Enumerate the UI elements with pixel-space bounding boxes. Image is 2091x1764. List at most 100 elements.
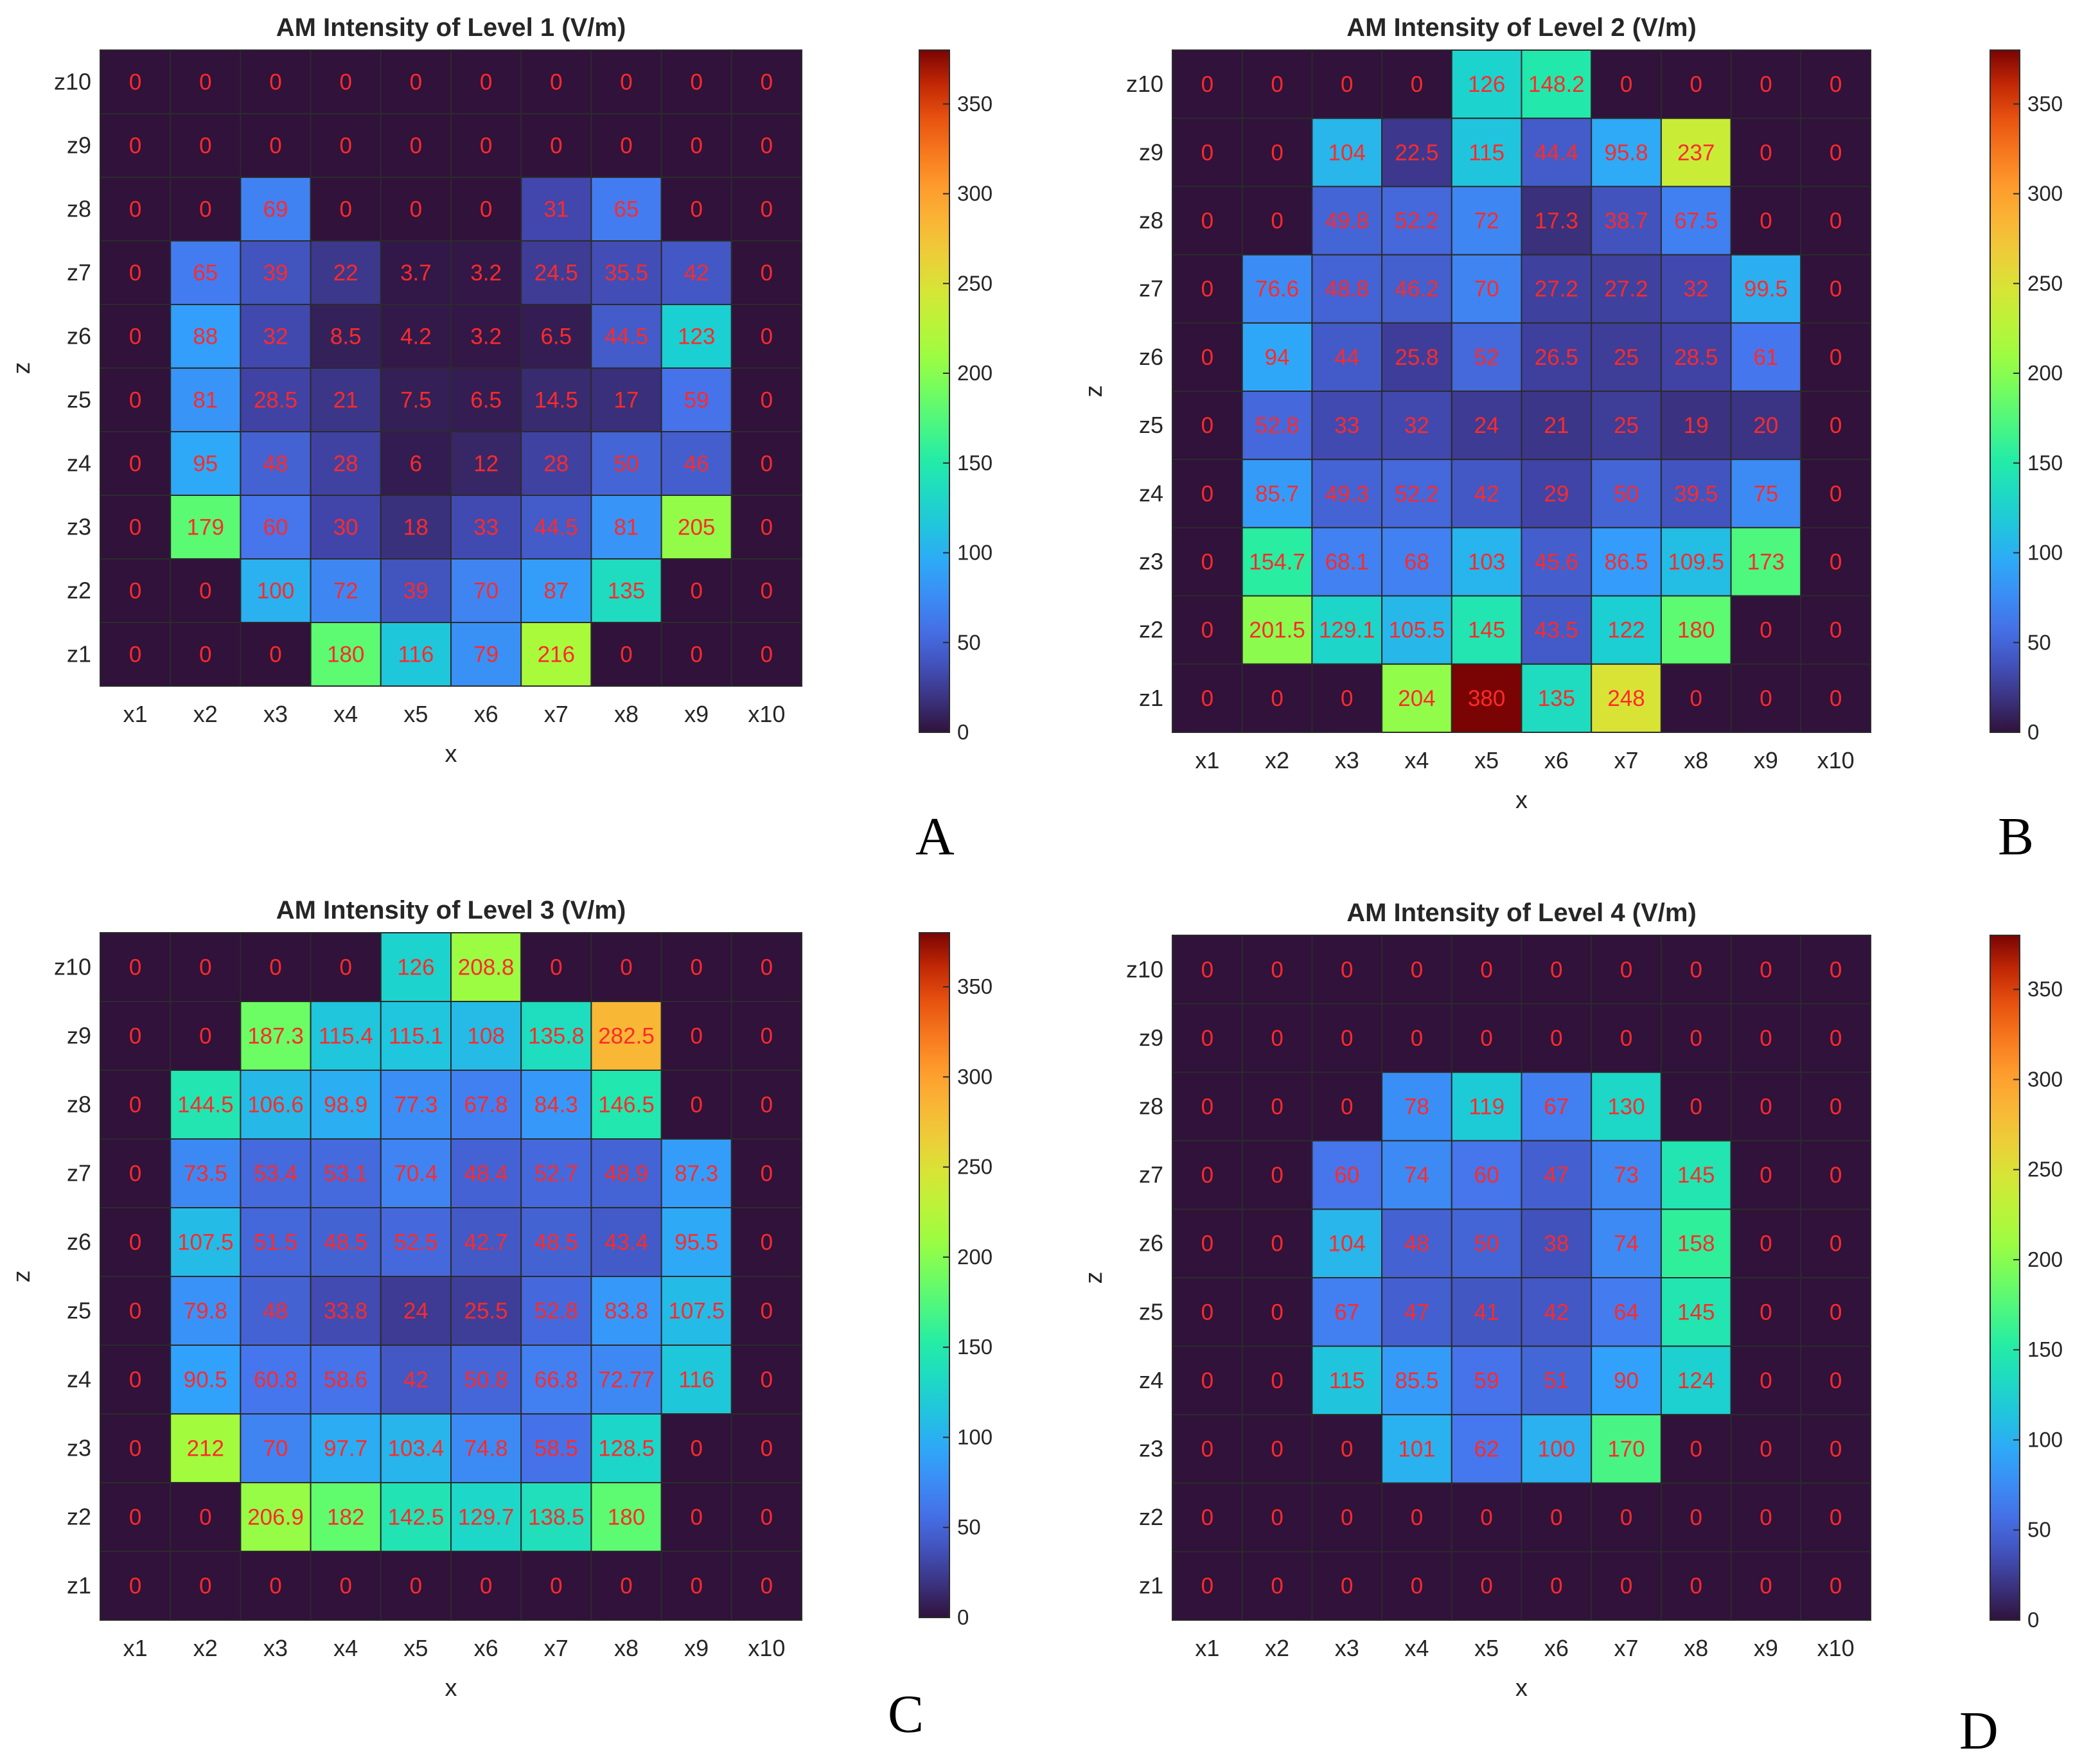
cell-value-label: 208.8 [458, 955, 515, 980]
heatmap-cell [1381, 1072, 1452, 1142]
cell-value-label: 0 [129, 1161, 141, 1186]
heatmap-cell [450, 1345, 522, 1415]
heatmap-cell [520, 304, 592, 369]
cell-value-label: 3.2 [470, 261, 502, 286]
heatmap-cell [1591, 1345, 1662, 1416]
heatmap-cell [1660, 1345, 1732, 1416]
cell-value-label: 47 [1544, 1163, 1569, 1188]
z-axis-label: z [8, 362, 35, 375]
heatmap-cell [730, 1345, 803, 1415]
heatmap-cell [1451, 254, 1522, 324]
cell-value-label: 0 [199, 1024, 211, 1049]
heatmap-cell [1241, 1551, 1313, 1621]
z-tick-label: z4 [67, 450, 91, 477]
cell-value-label: 129.1 [1319, 618, 1375, 643]
x-tick-label: x1 [123, 1635, 148, 1661]
cell-value-label: 0 [1550, 1026, 1562, 1051]
cell-value-label: 25.5 [464, 1299, 508, 1324]
heatmap-cell [730, 304, 803, 369]
cell-value-label: 144.5 [177, 1093, 234, 1118]
cell-value-label: 7.5 [400, 388, 432, 413]
heatmap-cell [310, 558, 382, 623]
cell-value-label: 179 [187, 515, 224, 540]
cell-value-label: 98.9 [324, 1093, 367, 1118]
heatmap-cell [660, 177, 732, 242]
cell-value-label: 0 [761, 324, 773, 349]
cell-value-label: 58.5 [534, 1436, 578, 1461]
cell-value-label: 0 [1480, 1574, 1492, 1599]
heatmap-cell [520, 622, 592, 687]
z-tick-label: z2 [67, 1504, 91, 1530]
cell-value-label: 0 [1830, 550, 1842, 575]
heatmap-cell [1800, 1277, 1872, 1347]
cell-value-label: 0 [1760, 1095, 1772, 1120]
colorbar-tick-label: 100 [957, 541, 993, 565]
cell-value-label: 81 [614, 515, 639, 540]
cell-value-label: 0 [1620, 957, 1632, 982]
heatmap-cell [450, 1551, 522, 1621]
cell-value-label: 122 [1607, 618, 1645, 643]
heatmap-cell [660, 1345, 732, 1415]
heatmap-cell [1451, 1140, 1522, 1210]
heatmap-cell [450, 304, 522, 369]
cell-value-label: 0 [129, 261, 141, 286]
cell-value-label: 107.5 [177, 1230, 234, 1255]
z-tick-label: z9 [67, 1023, 91, 1049]
heatmap-cell [660, 1276, 732, 1346]
heatmap-cell [1800, 322, 1872, 392]
z-axis-label: z [1081, 385, 1107, 398]
cell-value-label: 0 [1830, 72, 1842, 97]
cell-value-label: 0 [339, 70, 351, 95]
heatmap-cell [1591, 1072, 1662, 1142]
heatmap-cell [1172, 1551, 1243, 1621]
heatmap-cell [240, 177, 312, 242]
heatmap-cell [380, 1138, 452, 1208]
cell-value-label: 0 [1341, 72, 1353, 97]
x-tick-label: x2 [1265, 747, 1289, 773]
cell-value-label: 0 [550, 955, 562, 980]
cell-value-label: 0 [620, 642, 632, 667]
z-tick-label: z7 [1139, 276, 1163, 302]
cell-value-label: 173 [1747, 550, 1785, 575]
cell-value-label: 0 [1271, 1437, 1283, 1462]
heatmap-cell [450, 495, 522, 560]
heatmap-cell [100, 177, 172, 242]
heatmap-cell [520, 1207, 592, 1277]
heatmap-cell [730, 1001, 803, 1071]
cell-value-label: 32 [263, 324, 288, 349]
heatmap-cell [450, 240, 522, 305]
heatmap-cell [1660, 49, 1732, 119]
heatmap-cell [1800, 1208, 1872, 1279]
heatmap-cell [380, 1482, 452, 1552]
cell-value-label: 17 [614, 388, 639, 413]
cell-value-label: 0 [339, 197, 351, 222]
heatmap-cell [380, 1345, 452, 1415]
x-tick-label: x6 [1544, 1635, 1569, 1661]
cell-value-label: 53.4 [254, 1161, 297, 1186]
heatmap-cell [1241, 1072, 1313, 1142]
heatmap-cell [1172, 1208, 1243, 1279]
cell-value-label: 0 [690, 1093, 702, 1118]
cell-value-label: 49.8 [1325, 209, 1369, 234]
cell-value-label: 0 [1201, 1026, 1213, 1051]
cell-value-label: 0 [690, 955, 702, 980]
heatmap-cell [1730, 322, 1802, 392]
cell-value-label: 95.8 [1604, 140, 1648, 165]
cell-value-label: 135.8 [528, 1024, 585, 1049]
cell-value-label: 0 [1201, 1368, 1213, 1393]
colorbar: 0 50 100 150 200 250 300 350 [919, 932, 993, 1629]
colorbar-tick-label: 200 [2027, 1248, 2063, 1271]
x-axis-label: x [1515, 787, 1528, 814]
heatmap-cell [590, 113, 662, 178]
cell-value-label: 20 [1753, 413, 1778, 438]
cell-value-label: 0 [1201, 345, 1213, 370]
heatmap-cell [1451, 1072, 1522, 1142]
cell-value-label: 0 [1830, 618, 1842, 643]
cell-value-label: 39.5 [1674, 481, 1718, 506]
z-tick-label: z1 [67, 1573, 91, 1599]
cell-value-label: 50.8 [464, 1368, 508, 1393]
cell-value-label: 70.4 [394, 1161, 437, 1186]
heatmap-cell [730, 1207, 803, 1277]
heatmap-cell [590, 1551, 662, 1621]
cell-value-label: 6.5 [470, 388, 502, 413]
